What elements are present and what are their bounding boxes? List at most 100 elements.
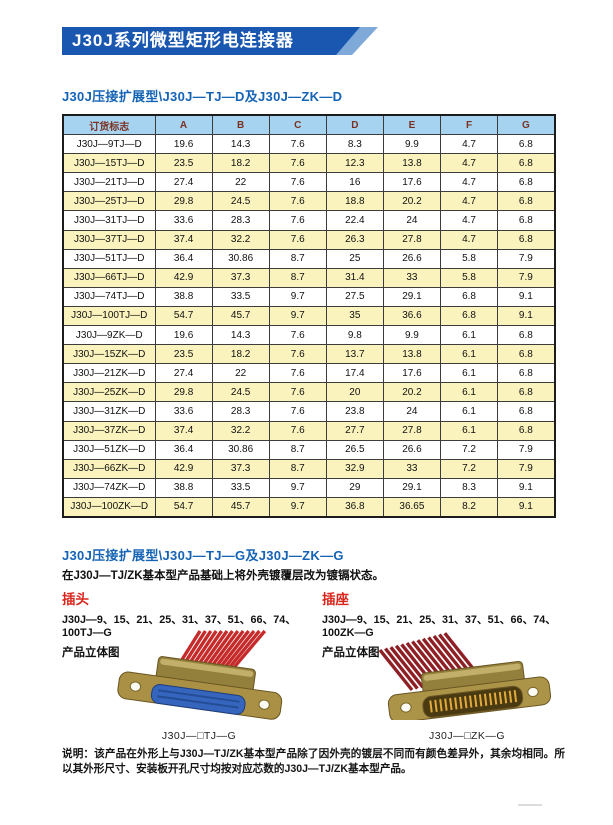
column-header: C [268, 114, 327, 136]
section-title-g-type: J30J压接扩展型\J30J—TJ—G及J30J—ZK—G [62, 548, 344, 563]
value-cell: 8.7 [268, 458, 327, 479]
value-cell: 37.3 [211, 267, 270, 288]
value-cell: 37.4 [154, 420, 213, 441]
value-cell: 6.8 [497, 134, 556, 155]
column-header: B [211, 114, 270, 136]
value-cell: 4.7 [439, 229, 499, 250]
table-row: J30J—100TJ—D 54.7 45.7 9.7 35 36.6 6.8 9.1 [62, 305, 556, 327]
model-cell: J30J—9ZK—D [62, 325, 156, 346]
value-cell: 30.86 [211, 248, 270, 269]
value-cell: 54.7 [154, 305, 213, 327]
value-cell: 6.1 [439, 344, 499, 365]
value-cell: 27.4 [154, 172, 213, 193]
value-cell: 29.8 [154, 191, 213, 212]
value-cell: 13.8 [382, 344, 441, 365]
value-cell: 29.1 [382, 286, 441, 307]
value-cell: 14.3 [211, 134, 270, 155]
value-cell: 20.2 [382, 191, 441, 212]
value-cell: 33.5 [211, 286, 270, 307]
value-cell: 7.6 [268, 229, 327, 250]
value-cell: 4.7 [439, 210, 499, 231]
value-cell: 6.8 [439, 286, 499, 307]
table-row: J30J—31TJ—D 33.6 28.3 7.6 22.4 24 4.7 6.8 [62, 210, 556, 231]
note-text: 说明：该产品在外形上与J30J—TJ/ZK基本型产品除了因外壳的镀层不同而有颜色… [62, 748, 565, 775]
model-cell: J30J—15ZK—D [62, 344, 156, 365]
table-row: J30J—25TJ—D 29.8 24.5 7.6 18.8 20.2 4.7 6.8 [62, 191, 556, 212]
value-cell: 7.6 [268, 382, 327, 403]
value-cell: 6.8 [497, 325, 556, 346]
value-cell: 6.8 [497, 191, 556, 212]
value-cell: 38.8 [154, 286, 213, 307]
socket-product-figure: J30J—□ZK—G [372, 628, 562, 742]
page-title: J30J系列微型矩形电连接器 [62, 27, 360, 55]
value-cell: 7.2 [439, 439, 499, 460]
value-cell: 6.8 [497, 382, 556, 403]
value-cell: 31.4 [325, 267, 384, 288]
table-row: J30J—9TJ—D 19.6 14.3 7.6 8.3 9.9 4.7 6.8 [62, 134, 556, 155]
value-cell: 6.1 [439, 401, 499, 422]
value-cell: 7.6 [268, 172, 327, 193]
value-cell: 7.6 [268, 401, 327, 422]
value-cell: 19.6 [154, 325, 213, 346]
column-header: A [154, 114, 213, 136]
value-cell: 19.6 [154, 134, 213, 155]
value-cell: 27.4 [154, 363, 213, 384]
value-cell: 42.9 [154, 267, 213, 288]
value-cell: 8.3 [325, 134, 384, 155]
value-cell: 25 [325, 248, 384, 269]
value-cell: 24 [382, 210, 441, 231]
value-cell: 9.8 [325, 325, 384, 346]
plug-models: J30J—9、15、21、25、31、37、51、66、74、100TJ—G [62, 614, 297, 639]
value-cell: 27.5 [325, 286, 384, 307]
value-cell: 17.6 [382, 363, 441, 384]
table-header-row: 订货标志 A B C D E F G [62, 114, 556, 136]
value-cell: 16 [325, 172, 384, 193]
value-cell: 32.2 [211, 420, 270, 441]
value-cell: 17.6 [382, 172, 441, 193]
value-cell: 28.3 [211, 401, 270, 422]
g-type-description: 在J30J—TJ/ZK基本型产品基础上将外壳镀覆层改为镀镉状态。 [62, 570, 385, 582]
socket-connector-illustration [378, 632, 552, 723]
value-cell: 17.4 [325, 363, 384, 384]
plug-heading: 插头 [62, 592, 89, 607]
value-cell: 33.5 [211, 477, 270, 498]
value-cell: 5.8 [439, 267, 499, 288]
model-cell: J30J—37ZK—D [62, 420, 156, 441]
model-cell: J30J—100TJ—D [62, 305, 156, 327]
model-cell: J30J—51ZK—D [62, 439, 156, 460]
model-cell: J30J—31TJ—D [62, 210, 156, 231]
value-cell: 4.7 [439, 153, 499, 174]
value-cell: 24.5 [211, 191, 270, 212]
column-header: 订货标志 [62, 114, 156, 136]
value-cell: 29 [325, 477, 384, 498]
value-cell: 33.6 [154, 401, 213, 422]
value-cell: 6.1 [439, 325, 499, 346]
value-cell: 20.2 [382, 382, 441, 403]
value-cell: 9.1 [497, 286, 556, 307]
value-cell: 7.9 [497, 248, 556, 269]
value-cell: 6.8 [497, 153, 556, 174]
value-cell: 9.7 [268, 496, 327, 518]
value-cell: 18.2 [211, 344, 270, 365]
value-cell: 6.1 [439, 382, 499, 403]
value-cell: 12.3 [325, 153, 384, 174]
value-cell: 20 [325, 382, 384, 403]
table-row: J30J—100ZK—D 54.7 45.7 9.7 36.8 36.65 8.2 9.1 [62, 496, 556, 518]
value-cell: 4.7 [439, 172, 499, 193]
model-cell: J30J—21ZK—D [62, 363, 156, 384]
value-cell: 23.5 [154, 344, 213, 365]
column-header: D [325, 114, 384, 136]
value-cell: 29.1 [382, 477, 441, 498]
socket-heading: 插座 [322, 592, 349, 607]
value-cell: 7.9 [497, 439, 556, 460]
value-cell: 6.8 [497, 420, 556, 441]
value-cell: 8.7 [268, 439, 327, 460]
table-row: J30J—9ZK—D 19.6 14.3 7.6 9.8 9.9 6.1 6.8 [62, 325, 556, 346]
value-cell: 9.9 [382, 325, 441, 346]
value-cell: 22.4 [325, 210, 384, 231]
model-cell: J30J—25ZK—D [62, 382, 156, 403]
socket-view-label: 产品立体图 [322, 647, 380, 659]
value-cell: 6.8 [497, 210, 556, 231]
socket-models: J30J—9、15、21、25、31、37、51、66、74、100ZK—G [322, 614, 557, 639]
value-cell: 27.8 [382, 420, 441, 441]
